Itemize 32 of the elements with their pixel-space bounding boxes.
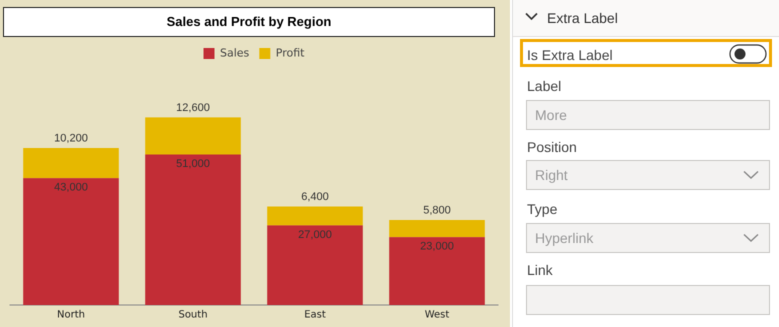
data-label: 5,800 [423, 204, 451, 217]
text: Right [535, 167, 568, 183]
data-label: 12,600 [176, 102, 210, 114]
data-label: 27,000 [298, 228, 332, 241]
x-tick-label: North [57, 310, 85, 321]
text: Hyperlink [535, 230, 594, 246]
x-tick-label: South [178, 310, 208, 321]
text: Extra Label [547, 10, 618, 26]
text: Link [527, 262, 553, 278]
bar [389, 220, 485, 238]
bar [389, 237, 485, 305]
text: More [526, 100, 770, 130]
data-label: 6,400 [301, 191, 329, 203]
text: Label [527, 78, 562, 94]
text: Is Extra Label [527, 47, 613, 63]
bar [145, 154, 241, 305]
chart-title: Sales and Profit by Region [3, 7, 495, 37]
bar [23, 148, 119, 178]
data-label: 51,000 [176, 158, 210, 170]
text: Position [527, 139, 577, 155]
bar [267, 206, 363, 226]
legend-label: Sales [220, 46, 250, 60]
data-label: 10,200 [54, 132, 88, 145]
legend-label: Profit [276, 46, 306, 60]
bar [23, 178, 119, 305]
text: Type [527, 201, 558, 217]
bar [267, 225, 363, 305]
data-label: 23,000 [420, 240, 454, 253]
x-tick-label: East [304, 310, 326, 321]
bar [145, 117, 241, 155]
data-label: 43,000 [54, 182, 88, 194]
x-tick-label: West [424, 310, 450, 321]
